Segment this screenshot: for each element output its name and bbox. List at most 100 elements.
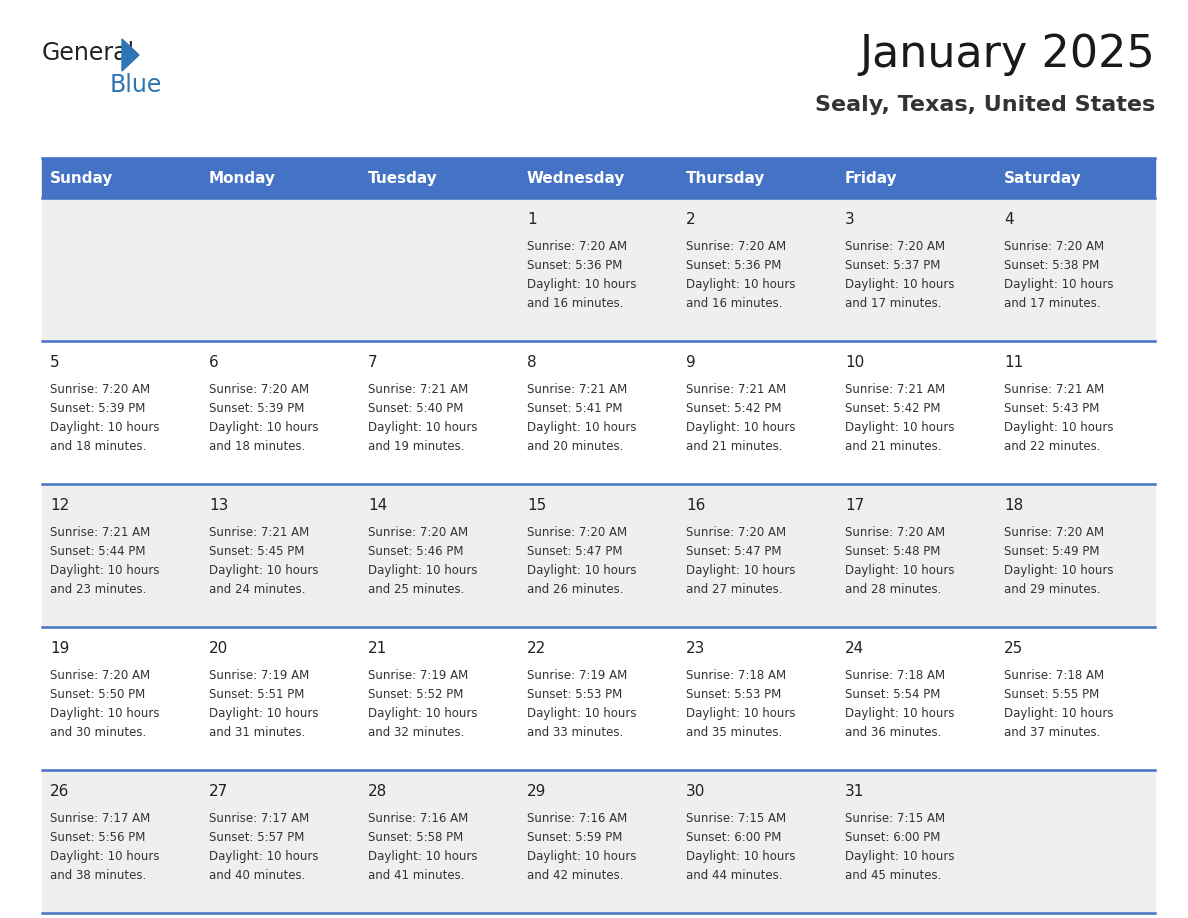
Text: Wednesday: Wednesday (527, 171, 625, 185)
Text: 4: 4 (1004, 212, 1013, 227)
Text: 6: 6 (209, 355, 219, 370)
Text: and 41 minutes.: and 41 minutes. (368, 869, 465, 882)
Text: 25: 25 (1004, 641, 1023, 656)
Text: 20: 20 (209, 641, 228, 656)
Text: Sunset: 5:52 PM: Sunset: 5:52 PM (368, 688, 463, 701)
Bar (42, 770, 1155, 913)
Text: Sunrise: 7:21 AM: Sunrise: 7:21 AM (368, 383, 468, 396)
Text: Sunset: 6:00 PM: Sunset: 6:00 PM (685, 831, 782, 844)
Text: 14: 14 (368, 498, 387, 513)
Text: Daylight: 10 hours: Daylight: 10 hours (50, 850, 159, 863)
Text: and 21 minutes.: and 21 minutes. (685, 440, 783, 453)
Text: 21: 21 (368, 641, 387, 656)
Text: and 31 minutes.: and 31 minutes. (209, 726, 305, 739)
Text: Sunset: 5:45 PM: Sunset: 5:45 PM (209, 545, 304, 558)
Text: and 18 minutes.: and 18 minutes. (209, 440, 305, 453)
Text: Sunrise: 7:20 AM: Sunrise: 7:20 AM (209, 383, 309, 396)
Text: and 21 minutes.: and 21 minutes. (845, 440, 942, 453)
Text: and 28 minutes.: and 28 minutes. (845, 583, 941, 596)
Text: and 29 minutes.: and 29 minutes. (1004, 583, 1100, 596)
Text: Friday: Friday (845, 171, 898, 185)
Text: 5: 5 (50, 355, 59, 370)
Text: Sunrise: 7:20 AM: Sunrise: 7:20 AM (50, 383, 150, 396)
Text: Daylight: 10 hours: Daylight: 10 hours (685, 278, 796, 291)
Text: 30: 30 (685, 784, 706, 799)
Text: Sunset: 5:53 PM: Sunset: 5:53 PM (527, 688, 623, 701)
Text: 27: 27 (209, 784, 228, 799)
Text: Sunset: 5:44 PM: Sunset: 5:44 PM (50, 545, 145, 558)
Text: 22: 22 (527, 641, 546, 656)
Text: Tuesday: Tuesday (368, 171, 437, 185)
Text: Sunrise: 7:20 AM: Sunrise: 7:20 AM (685, 526, 786, 539)
Text: and 45 minutes.: and 45 minutes. (845, 869, 941, 882)
Text: and 33 minutes.: and 33 minutes. (527, 726, 624, 739)
Text: 16: 16 (685, 498, 706, 513)
Text: Sunset: 5:51 PM: Sunset: 5:51 PM (209, 688, 304, 701)
Text: Sunday: Sunday (50, 171, 113, 185)
Text: Sunrise: 7:16 AM: Sunrise: 7:16 AM (527, 812, 627, 825)
Text: Daylight: 10 hours: Daylight: 10 hours (368, 850, 478, 863)
Text: Thursday: Thursday (685, 171, 765, 185)
Bar (42, 341, 1155, 484)
Text: 10: 10 (845, 355, 864, 370)
Text: Sunrise: 7:20 AM: Sunrise: 7:20 AM (1004, 526, 1104, 539)
Text: Daylight: 10 hours: Daylight: 10 hours (845, 564, 954, 577)
Bar (42, 484, 1155, 627)
Text: Daylight: 10 hours: Daylight: 10 hours (527, 421, 637, 434)
Text: Sealy, Texas, United States: Sealy, Texas, United States (815, 95, 1155, 115)
Bar (42, 627, 1155, 770)
Text: 29: 29 (527, 784, 546, 799)
Text: Sunset: 5:42 PM: Sunset: 5:42 PM (845, 402, 941, 415)
Text: January 2025: January 2025 (859, 33, 1155, 76)
Text: Sunrise: 7:19 AM: Sunrise: 7:19 AM (368, 669, 468, 682)
Bar (42, 158, 1155, 198)
Text: Daylight: 10 hours: Daylight: 10 hours (1004, 421, 1113, 434)
Text: Daylight: 10 hours: Daylight: 10 hours (685, 421, 796, 434)
Text: and 18 minutes.: and 18 minutes. (50, 440, 146, 453)
Text: Sunrise: 7:20 AM: Sunrise: 7:20 AM (368, 526, 468, 539)
Text: Sunrise: 7:20 AM: Sunrise: 7:20 AM (1004, 240, 1104, 253)
Text: Daylight: 10 hours: Daylight: 10 hours (50, 707, 159, 720)
Text: Daylight: 10 hours: Daylight: 10 hours (368, 564, 478, 577)
Text: 9: 9 (685, 355, 696, 370)
Text: Sunrise: 7:21 AM: Sunrise: 7:21 AM (1004, 383, 1105, 396)
Text: 31: 31 (845, 784, 865, 799)
Text: Sunset: 5:54 PM: Sunset: 5:54 PM (845, 688, 941, 701)
Text: and 24 minutes.: and 24 minutes. (209, 583, 305, 596)
Text: Sunset: 5:39 PM: Sunset: 5:39 PM (50, 402, 145, 415)
Text: 2: 2 (685, 212, 696, 227)
Text: Daylight: 10 hours: Daylight: 10 hours (685, 564, 796, 577)
Text: and 44 minutes.: and 44 minutes. (685, 869, 783, 882)
Text: and 30 minutes.: and 30 minutes. (50, 726, 146, 739)
Text: and 17 minutes.: and 17 minutes. (845, 297, 942, 310)
Text: January 2025: January 2025 (42, 57, 51, 58)
Text: Blue: Blue (110, 73, 163, 97)
Text: and 36 minutes.: and 36 minutes. (845, 726, 941, 739)
Text: Sunset: 5:37 PM: Sunset: 5:37 PM (845, 259, 941, 272)
Text: Daylight: 10 hours: Daylight: 10 hours (1004, 564, 1113, 577)
Text: Sunset: 5:56 PM: Sunset: 5:56 PM (50, 831, 145, 844)
Text: 15: 15 (527, 498, 546, 513)
Text: Sunrise: 7:15 AM: Sunrise: 7:15 AM (685, 812, 786, 825)
Text: and 37 minutes.: and 37 minutes. (1004, 726, 1100, 739)
Text: 7: 7 (368, 355, 378, 370)
Text: Sunrise: 7:20 AM: Sunrise: 7:20 AM (527, 526, 627, 539)
Text: Daylight: 10 hours: Daylight: 10 hours (845, 421, 954, 434)
Text: Sunset: 5:39 PM: Sunset: 5:39 PM (209, 402, 304, 415)
Text: and 22 minutes.: and 22 minutes. (1004, 440, 1100, 453)
Text: Sunrise: 7:21 AM: Sunrise: 7:21 AM (209, 526, 309, 539)
Text: 1: 1 (527, 212, 537, 227)
Text: and 38 minutes.: and 38 minutes. (50, 869, 146, 882)
Text: Sunrise: 7:21 AM: Sunrise: 7:21 AM (685, 383, 786, 396)
Text: 3: 3 (845, 212, 854, 227)
Text: Sunrise: 7:17 AM: Sunrise: 7:17 AM (209, 812, 309, 825)
Text: Daylight: 10 hours: Daylight: 10 hours (209, 850, 318, 863)
Text: Sunset: 5:42 PM: Sunset: 5:42 PM (685, 402, 782, 415)
Text: Daylight: 10 hours: Daylight: 10 hours (209, 421, 318, 434)
Text: Sunrise: 7:20 AM: Sunrise: 7:20 AM (845, 526, 946, 539)
Text: Daylight: 10 hours: Daylight: 10 hours (368, 421, 478, 434)
Text: and 23 minutes.: and 23 minutes. (50, 583, 146, 596)
Text: Sunrise: 7:15 AM: Sunrise: 7:15 AM (845, 812, 946, 825)
Text: Sunset: 5:47 PM: Sunset: 5:47 PM (685, 545, 782, 558)
Text: 8: 8 (527, 355, 537, 370)
